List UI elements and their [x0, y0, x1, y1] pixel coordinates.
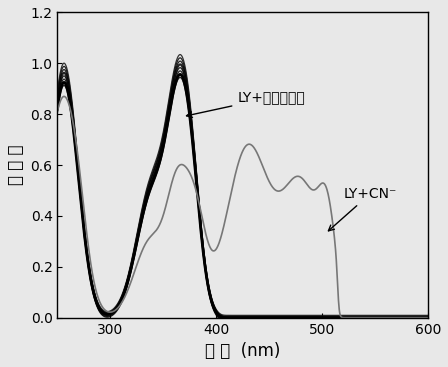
Y-axis label: 吸 光 度: 吸 光 度	[7, 145, 25, 185]
X-axis label: 波 长  (nm): 波 长 (nm)	[205, 342, 280, 360]
Text: LY+CN⁻: LY+CN⁻	[328, 187, 396, 231]
Text: LY+其它阴离子: LY+其它阴离子	[186, 90, 305, 117]
